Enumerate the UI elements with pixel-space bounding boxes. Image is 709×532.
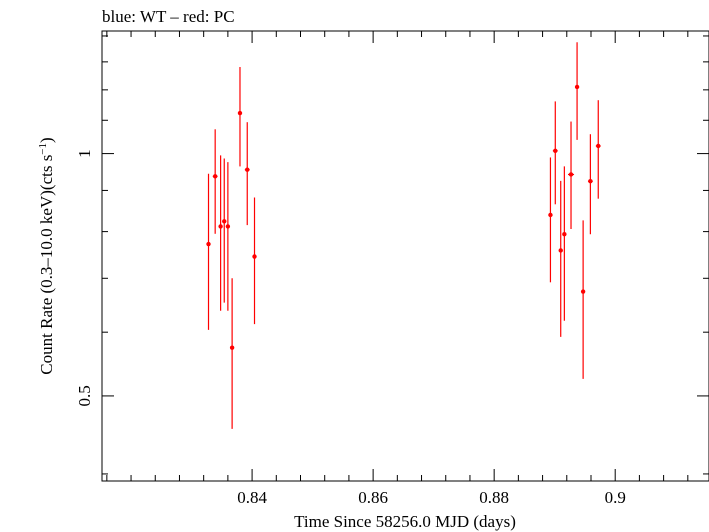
point-marker: [574, 84, 580, 90]
plot-frame: [101, 30, 709, 482]
point-marker: [206, 241, 211, 247]
point-marker: [245, 167, 250, 172]
data-points: [206, 42, 601, 429]
x-axis: 0.84 0.86 0.88 0.9: [106, 31, 689, 507]
point-marker: [588, 179, 593, 184]
data-point: [222, 158, 227, 303]
x-axis-label: Time Since 58256.0 MJD (days): [294, 512, 516, 531]
point-marker: [229, 345, 235, 350]
y-tick-label: 0.5: [75, 385, 94, 406]
y-axis: 0.51: [75, 35, 709, 475]
point-marker: [562, 232, 567, 237]
x-tick-label: 0.9: [605, 488, 626, 507]
y-axis-label-main: Count Rate (0.3–10.0 keV)(cts s: [37, 155, 56, 375]
point-marker: [252, 254, 257, 259]
point-marker: [225, 224, 231, 229]
data-point: [548, 157, 553, 283]
point-marker: [218, 224, 223, 229]
data-point: [229, 278, 235, 429]
point-marker: [222, 219, 227, 224]
data-point: [574, 42, 580, 140]
point-marker: [553, 148, 558, 154]
data-point: [562, 166, 567, 321]
data-point: [587, 134, 593, 235]
point-marker: [596, 143, 601, 149]
y-axis-label-exponent: −1: [37, 143, 49, 155]
data-point: [237, 67, 243, 167]
point-marker: [558, 248, 563, 253]
data-point: [567, 121, 575, 229]
data-point: [252, 197, 257, 325]
point-marker: [568, 172, 574, 177]
y-axis-label: Count Rate (0.3–10.0 keV)(cts s−1): [37, 137, 56, 374]
data-point: [212, 129, 218, 234]
point-marker: [237, 110, 243, 116]
x-tick-label: 0.88: [479, 488, 509, 507]
point-marker: [212, 174, 218, 179]
point-marker: [548, 212, 553, 218]
x-tick-label: 0.84: [237, 488, 267, 507]
data-point: [218, 155, 223, 311]
point-marker: [580, 289, 586, 294]
data-point: [558, 180, 563, 337]
y-tick-label: 1: [75, 149, 94, 158]
data-point: [206, 173, 211, 330]
data-point: [225, 162, 231, 311]
data-point: [580, 220, 586, 379]
chart-title: blue: WT – red: PC: [102, 7, 235, 26]
data-point: [552, 101, 558, 205]
x-tick-label: 0.86: [358, 488, 388, 507]
data-point: [595, 100, 601, 199]
data-point: [244, 122, 250, 226]
y-axis-label-close: ): [37, 137, 56, 143]
